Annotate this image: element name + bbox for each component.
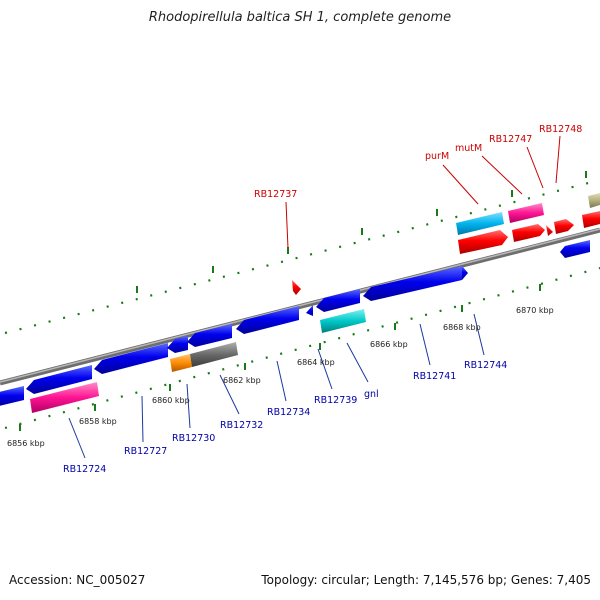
accession-label: Accession: NC_005027 [9,573,146,587]
gene-label-rb12727[interactable]: RB12727 [124,446,167,457]
gene-label-rb12734[interactable]: RB12734 [267,407,310,418]
gene-arrow[interactable] [94,343,168,374]
leader-line [442,164,479,205]
leader-line [276,360,287,402]
scale-label: 6856 kbp [7,439,45,448]
gene-label-rb12724[interactable]: RB12724 [63,464,106,475]
gene-arrow[interactable] [560,240,590,258]
gene-box[interactable] [320,309,366,333]
gene-arrow[interactable] [512,224,545,242]
reverse-strand-genes [0,240,590,407]
gene-box[interactable] [456,212,504,235]
leader-line [186,383,191,429]
gene-box[interactable] [190,342,238,367]
leader-line [473,313,485,356]
forward-gene-labels: RB12737 purM mutM RB12747 RB12748 [254,124,582,200]
gene-arrow[interactable] [363,266,462,301]
gene-arrow[interactable] [0,386,24,407]
upper-scale-ticks [4,171,600,335]
scale-label: 6860 kbp [152,396,190,405]
gene-label-mutm[interactable]: mutM [455,143,482,154]
gene-arrow[interactable] [167,336,188,353]
gene-arrow[interactable] [26,365,92,394]
gene-arrow[interactable] [306,305,313,316]
gene-arrow[interactable] [236,306,299,334]
leader-line [555,135,561,184]
leader-line [419,323,431,366]
gene-label-rb12741[interactable]: RB12741 [413,371,456,382]
gene-label-purm[interactable]: purM [425,151,449,162]
scale-label: 6858 kbp [79,417,117,426]
gene-label-gnl[interactable]: gnl [364,389,379,400]
genome-backbone [0,227,600,386]
gene-label-rb12744[interactable]: RB12744 [464,360,507,371]
upper-scale-line [4,178,600,335]
leader-line [481,155,523,195]
gene-label-rb12732[interactable]: RB12732 [220,420,263,431]
gene-label-rb12730[interactable]: RB12730 [172,433,215,444]
lower-colored-genes [30,309,366,413]
gene-arrow[interactable] [292,280,301,295]
gene-box[interactable] [508,203,544,223]
gene-label-rb12737[interactable]: RB12737 [254,189,297,200]
gene-arrow[interactable] [462,266,468,280]
leader-lines [68,135,561,459]
genome-backbone-highlight [0,228,600,383]
scale-label: 6866 kbp [370,340,408,349]
gene-box[interactable] [582,211,600,228]
gene-box[interactable] [588,193,600,208]
gene-label-rb12747[interactable]: RB12747 [489,134,532,145]
gene-arrow[interactable] [458,230,508,254]
lower-scale-ticks [4,266,600,431]
reverse-gene-labels: RB12724 RB12727 RB12730 RB12732 RB12734 … [63,360,507,475]
gene-box[interactable] [30,382,99,413]
gene-arrow[interactable] [316,289,360,312]
gene-arrow[interactable] [546,225,553,236]
map-title: Rhodopirellula baltica SH 1, complete ge… [148,10,452,25]
leader-line [317,348,333,390]
gene-box[interactable] [170,354,192,372]
scale-label: 6868 kbp [443,323,481,332]
leader-line [68,417,86,459]
leader-line [219,374,240,415]
gene-arrow[interactable] [554,219,574,234]
leader-line [346,342,369,383]
scale-label: 6870 kbp [516,306,554,315]
leader-line [285,201,289,249]
leader-line [526,146,544,189]
leader-line [141,395,144,443]
gene-label-rb12748[interactable]: RB12748 [539,124,582,135]
scale-labels: 6856 kbp 6858 kbp 6860 kbp 6862 kbp 6864… [7,306,554,448]
genome-summary: Topology: circular; Length: 7,145,576 bp… [261,573,591,587]
gene-arrow[interactable] [187,324,232,347]
gene-label-rb12739[interactable]: RB12739 [314,395,357,406]
scale-label: 6864 kbp [297,358,335,367]
forward-strand-genes [292,193,600,295]
scale-label: 6862 kbp [223,376,261,385]
